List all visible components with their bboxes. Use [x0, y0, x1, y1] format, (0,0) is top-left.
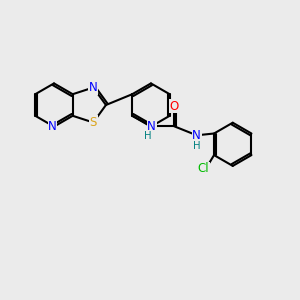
Text: S: S [90, 116, 97, 129]
Text: N: N [147, 120, 156, 133]
Text: N: N [192, 129, 201, 142]
Text: N: N [89, 81, 98, 94]
Text: H: H [193, 141, 200, 151]
Text: O: O [169, 100, 179, 113]
Text: H: H [144, 131, 152, 141]
Text: Cl: Cl [198, 162, 209, 175]
Text: N: N [48, 120, 57, 133]
